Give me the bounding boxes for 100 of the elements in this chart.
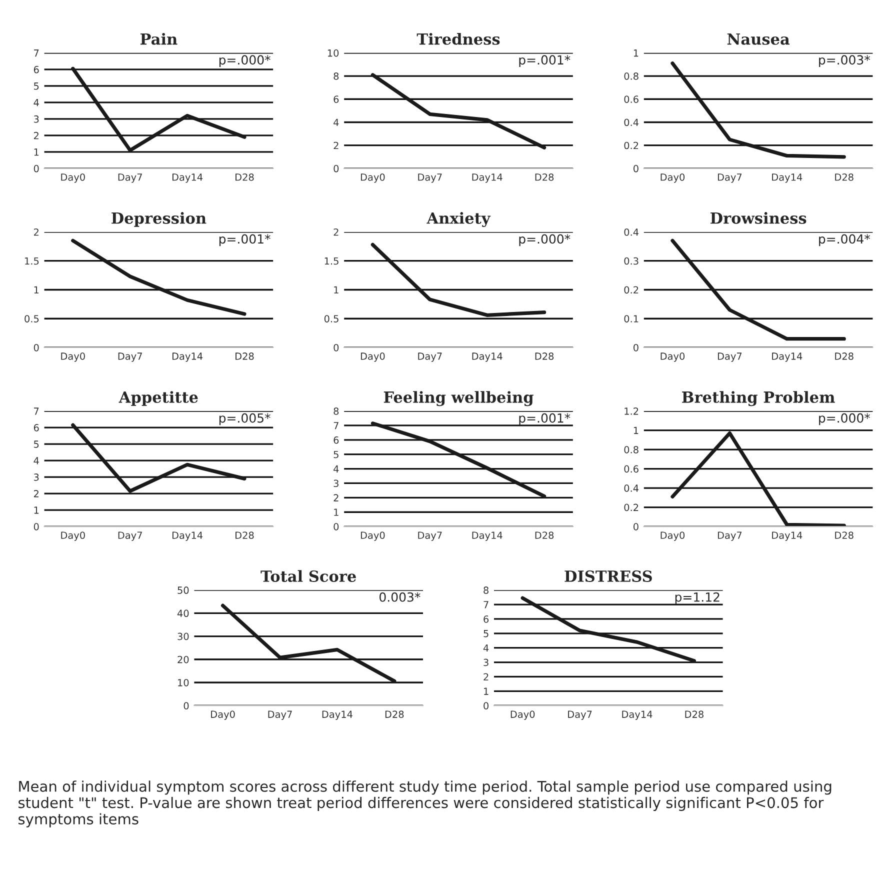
- y-tick-label: 2: [34, 132, 38, 140]
- x-tick-label: Day7: [568, 710, 592, 720]
- x-tick-label: Day7: [718, 352, 742, 362]
- chart-title: Depression: [112, 212, 206, 227]
- chart-title: Drowsiness: [710, 212, 806, 224]
- x-tick-label: Day0: [660, 532, 685, 541]
- y-tick-label: 1: [634, 50, 638, 57]
- x-tick-label: Day14: [172, 174, 203, 183]
- y-tick-label: 0: [334, 344, 339, 352]
- y-tick-label: 5: [484, 630, 488, 638]
- y-tick-label: 3: [34, 474, 39, 481]
- annotation: p=.005*: [219, 413, 270, 426]
- x-tick-label: Day0: [360, 352, 385, 362]
- annotation: p=.001*: [519, 413, 570, 426]
- x-tick-label: D28: [835, 352, 854, 360]
- x-tick-label: Day7: [718, 532, 742, 541]
- x-tick-label: Day14: [172, 352, 203, 362]
- y-tick-label: 4: [334, 465, 339, 472]
- y-tick-label: 4: [34, 457, 39, 464]
- y-tick-label: 6: [34, 66, 39, 74]
- annotation: p=.001*: [519, 55, 570, 68]
- chart-title: Brething Problem: [682, 391, 835, 406]
- y-tick-label: 1.5: [324, 257, 338, 265]
- y-tick-label: 10: [328, 49, 339, 57]
- y-tick-label: 3: [484, 658, 488, 666]
- y-tick-label: 2: [484, 673, 488, 680]
- x-tick-label: D28: [835, 532, 854, 539]
- y-tick-label: 0.2: [624, 142, 638, 150]
- y-tick-label: 0.1: [624, 315, 638, 322]
- x-tick-label: D28: [535, 173, 554, 181]
- y-tick-label: 0: [34, 164, 39, 172]
- y-tick-label: 0.4: [624, 228, 639, 236]
- y-tick-label: 2: [334, 142, 338, 150]
- x-tick-label: Day7: [418, 174, 442, 183]
- x-tick-label: Day7: [118, 174, 142, 183]
- y-tick-label: 2: [34, 228, 38, 236]
- x-tick-label: Day14: [472, 352, 502, 362]
- y-tick-label: 0.5: [24, 315, 39, 322]
- chart-title: Feeling wellbeing: [384, 391, 534, 406]
- x-tick-label: Day7: [418, 532, 442, 541]
- x-tick-label: Day0: [61, 532, 85, 541]
- y-tick-label: 4: [483, 644, 489, 652]
- y-tick-label: 7: [34, 408, 39, 415]
- x-tick-label: Day14: [172, 532, 203, 541]
- x-tick-label: Day14: [472, 174, 502, 183]
- y-tick-label: 5: [34, 82, 39, 90]
- y-tick-label: 2: [334, 494, 338, 502]
- x-tick-label: Day7: [118, 352, 142, 362]
- y-tick-label: 6: [334, 96, 339, 103]
- y-tick-label: 0.3: [624, 257, 638, 265]
- y-tick-label: 1: [34, 286, 39, 294]
- annotation: p=.003*: [819, 55, 870, 68]
- annotation: p=.000*: [519, 234, 570, 246]
- y-tick-label: 0.4: [624, 484, 639, 492]
- x-tick-label: Day0: [360, 173, 385, 183]
- y-tick-label: 30: [178, 632, 189, 640]
- x-tick-label: Day0: [660, 173, 685, 183]
- y-tick-label: 0: [484, 702, 488, 710]
- y-tick-label: 0: [634, 523, 638, 530]
- annotation: 0.003*: [380, 592, 420, 602]
- y-tick-label: 0.5: [324, 315, 338, 322]
- y-tick-label: 1: [34, 506, 39, 514]
- chart-title: Nausea: [727, 33, 790, 45]
- y-tick-label: 1: [484, 688, 488, 695]
- y-tick-label: 3: [334, 480, 338, 488]
- annotation: p=.000*: [819, 413, 870, 426]
- x-tick-label: Day14: [772, 352, 802, 362]
- y-tick-label: 7: [34, 50, 39, 57]
- y-tick-label: 8: [334, 72, 339, 80]
- x-tick-label: Day14: [472, 532, 502, 541]
- x-tick-label: Day14: [322, 710, 352, 720]
- y-tick-label: 0.8: [624, 446, 638, 454]
- y-tick-label: 0.2: [624, 504, 638, 512]
- y-tick-label: 7: [484, 601, 488, 608]
- y-tick-label: 2: [334, 228, 338, 236]
- y-tick-label: 6: [484, 615, 489, 623]
- annotation: p=1.12: [675, 592, 720, 604]
- y-tick-label: 1.2: [624, 408, 638, 415]
- y-tick-label: 0: [34, 523, 39, 530]
- x-tick-label: D28: [236, 173, 254, 181]
- chart-title: Appetitte: [118, 391, 198, 406]
- annotation: p=.001*: [219, 234, 270, 246]
- y-tick-label: 0.8: [624, 72, 638, 80]
- text: Mean of individual symptom scores across different study time period. Total sample period use compared using student "t" test. P-value are shown treat period differences were considered statistically significant P<0.05 for symptoms items: [18, 780, 832, 828]
- y-tick-label: 0.4: [624, 118, 639, 126]
- y-tick-label: 0.6: [624, 465, 638, 473]
- y-tick-label: 3: [34, 115, 39, 123]
- x-tick-label: Day0: [660, 352, 685, 362]
- x-tick-label: D28: [385, 710, 404, 718]
- y-tick-label: 5: [34, 440, 39, 448]
- x-tick-label: Day14: [772, 174, 802, 183]
- x-tick-label: D28: [236, 532, 254, 539]
- y-tick-label: 6: [34, 424, 39, 432]
- y-tick-label: 1.5: [25, 257, 39, 265]
- annotation: p=.000*: [219, 55, 270, 68]
- y-tick-label: 4: [34, 99, 39, 106]
- annotation: p=.004*: [819, 234, 870, 246]
- y-tick-label: 0: [334, 164, 339, 172]
- x-tick-label: Day7: [718, 174, 742, 183]
- y-tick-label: 40: [177, 610, 189, 618]
